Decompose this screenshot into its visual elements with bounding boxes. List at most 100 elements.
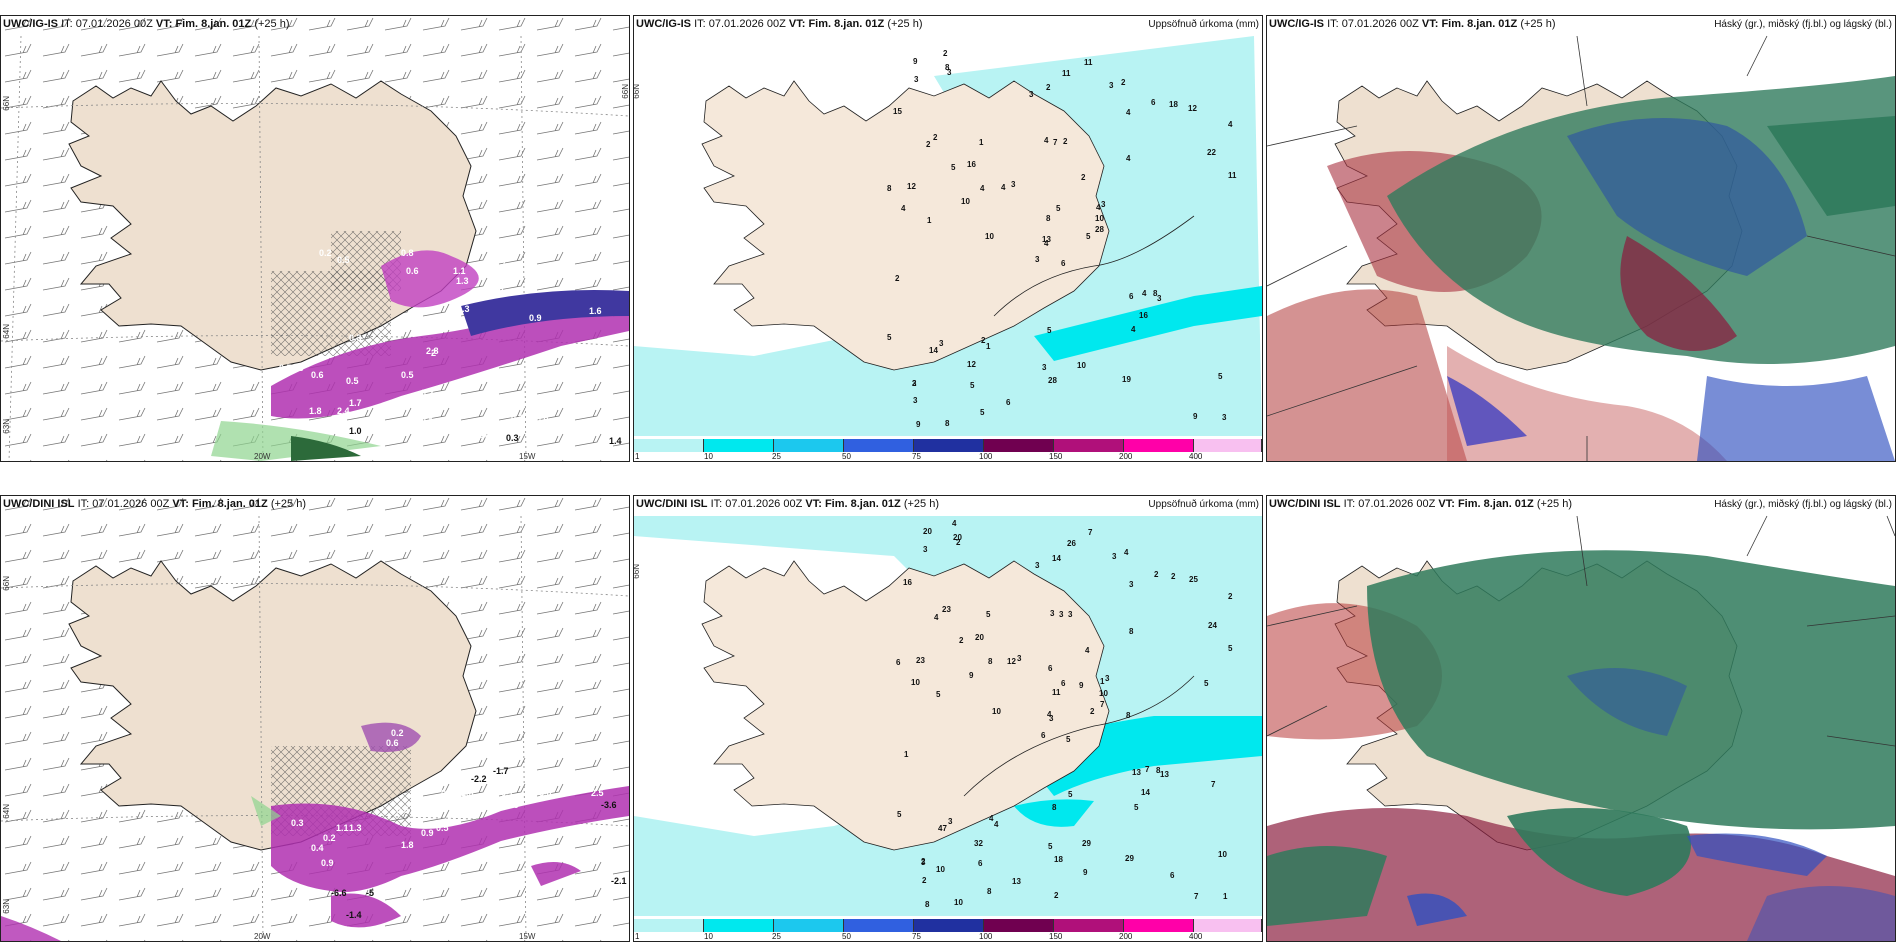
precip-value: 5 [986, 610, 991, 619]
precip-value: 4 [1142, 289, 1147, 298]
svg-text:0.3: 0.3 [457, 304, 470, 314]
precip-value: 2 [956, 538, 961, 547]
colorbar-tick: 75 [912, 452, 921, 461]
precip-value: 7 [1194, 892, 1199, 901]
colorbar-tick: 100 [979, 932, 993, 941]
lon-label: 15W [519, 452, 536, 461]
precip-value: 4 [952, 519, 957, 528]
lon-label: 20W [254, 932, 271, 941]
precip-value: 4 [1126, 154, 1131, 163]
precip-value: 16 [967, 160, 976, 169]
svg-text:2.4: 2.4 [337, 406, 350, 416]
svg-text:0.3: 0.3 [349, 333, 362, 343]
precip-value: 16 [903, 578, 912, 587]
precip-value: 3 [1035, 255, 1040, 264]
svg-text:0.5: 0.5 [346, 376, 359, 386]
precip-value: 1 [904, 750, 909, 759]
precip-value: 1 [986, 342, 991, 351]
precip-value: 8 [1126, 711, 1131, 720]
svg-text:3.5: 3.5 [391, 883, 404, 893]
svg-text:0.2: 0.2 [319, 248, 332, 258]
panel-bottom-left: UWC/DINI ISL IT: 07.01.2026 00Z VT: Fim.… [0, 495, 630, 942]
precip-value: 6 [1061, 259, 1066, 268]
svg-text:1.4: 1.4 [609, 436, 622, 446]
colorbar-tick: 400 [1189, 452, 1203, 461]
precip-value: 3 [939, 339, 944, 348]
precip-value: 4 [989, 814, 994, 823]
cloud-map [1267, 515, 1895, 941]
precip-value: 6 [978, 859, 983, 868]
precip-value: 11 [1228, 171, 1237, 180]
precip-value: 1 [1100, 677, 1105, 686]
precip-value: 8 [887, 184, 892, 193]
svg-text:1.1: 1.1 [423, 898, 436, 908]
svg-text:-1.4: -1.4 [346, 910, 362, 920]
precip-value: 18 [1054, 855, 1063, 864]
svg-text:0.9: 0.9 [536, 415, 549, 425]
precip-value: 8 [988, 657, 993, 666]
svg-text:0.9: 0.9 [491, 286, 504, 296]
precip-value: 3 [1059, 610, 1064, 619]
precip-value: 3 [948, 817, 953, 826]
svg-text:0.3: 0.3 [291, 818, 304, 828]
lon-label: 20W [254, 452, 271, 461]
map-title: Uppsöfnuð úrkoma (mm) [1148, 499, 1259, 510]
precip-value: 5 [1068, 790, 1073, 799]
precip-value: 4 [1085, 646, 1090, 655]
colorbar-tick: 1 [635, 932, 640, 941]
precip-value: 10 [1095, 214, 1104, 223]
svg-text:0.5: 0.5 [401, 370, 414, 380]
precip-value: 3 [1222, 413, 1227, 422]
precip-value: 8 [1156, 766, 1161, 775]
colorbar-tick: 50 [842, 932, 851, 941]
svg-text:0.8: 0.8 [501, 274, 514, 284]
precip-value: 2 [933, 133, 938, 142]
svg-text:1.6: 1.6 [589, 306, 602, 316]
precip-value: 3 [923, 545, 928, 554]
svg-text:-2.1: -2.1 [611, 876, 627, 886]
colorbar-tick: 200 [1119, 932, 1133, 941]
precip-value: 2 [981, 336, 986, 345]
precip-value: 11 [1062, 69, 1071, 78]
precip-value: 5 [1048, 842, 1053, 851]
precip-value: 18 [1169, 100, 1178, 109]
precip-value: 13 [1132, 768, 1141, 777]
precip-value: 19 [1122, 375, 1131, 384]
precip-value: 3 [913, 396, 918, 405]
precip-value: 5 [970, 381, 975, 390]
precip-value: 9 [916, 420, 921, 429]
svg-text:-5: -5 [366, 888, 374, 898]
svg-text:0.5: 0.5 [337, 255, 350, 265]
panel-bottom-middle: UWC/DINI ISL IT: 07.01.2026 00Z VT: Fim.… [633, 495, 1263, 942]
panel-header: UWC/DINI ISL IT: 07.01.2026 00Z VT: Fim.… [1269, 498, 1572, 510]
precip-value: 2 [1228, 592, 1233, 601]
precip-value: 4 [1044, 239, 1049, 248]
svg-text:0.4: 0.4 [479, 418, 492, 428]
precip-value: 12 [967, 360, 976, 369]
svg-text:1.0: 1.0 [349, 426, 362, 436]
precip-value: 7 [1100, 700, 1105, 709]
precip-value: 9 [1083, 868, 1088, 877]
precip-value: 7 [1145, 765, 1150, 774]
panel-header: UWC/IG-IS IT: 07.01.2026 00Z VT: Fim. 8.… [1269, 18, 1556, 30]
lat-label: 64N [2, 804, 11, 819]
lat-label: 66N [633, 564, 641, 579]
precip-value: 12 [907, 182, 916, 191]
svg-text:1.8: 1.8 [401, 840, 414, 850]
svg-text:0.4: 0.4 [475, 430, 488, 440]
precip-value: 6 [1048, 664, 1053, 673]
svg-text:2.6: 2.6 [461, 788, 474, 798]
svg-text:0.3: 0.3 [291, 363, 304, 373]
svg-text:1.3: 1.3 [456, 276, 469, 286]
precip-value: 5 [1228, 644, 1233, 653]
svg-text:0.7: 0.7 [546, 424, 559, 434]
precip-value: 20 [923, 527, 932, 536]
svg-text:1.1: 1.1 [336, 823, 349, 833]
svg-text:0.2: 0.2 [391, 728, 404, 738]
precip-value: 3 [1068, 610, 1073, 619]
map-title: Háský (gr.), miðský (fj.bl.) og lágský (… [1714, 19, 1892, 30]
lat-label: 63N [2, 419, 11, 434]
precip-value: 8 [1129, 627, 1134, 636]
precip-value: 6 [1006, 398, 1011, 407]
svg-text:0.6: 0.6 [311, 370, 324, 380]
